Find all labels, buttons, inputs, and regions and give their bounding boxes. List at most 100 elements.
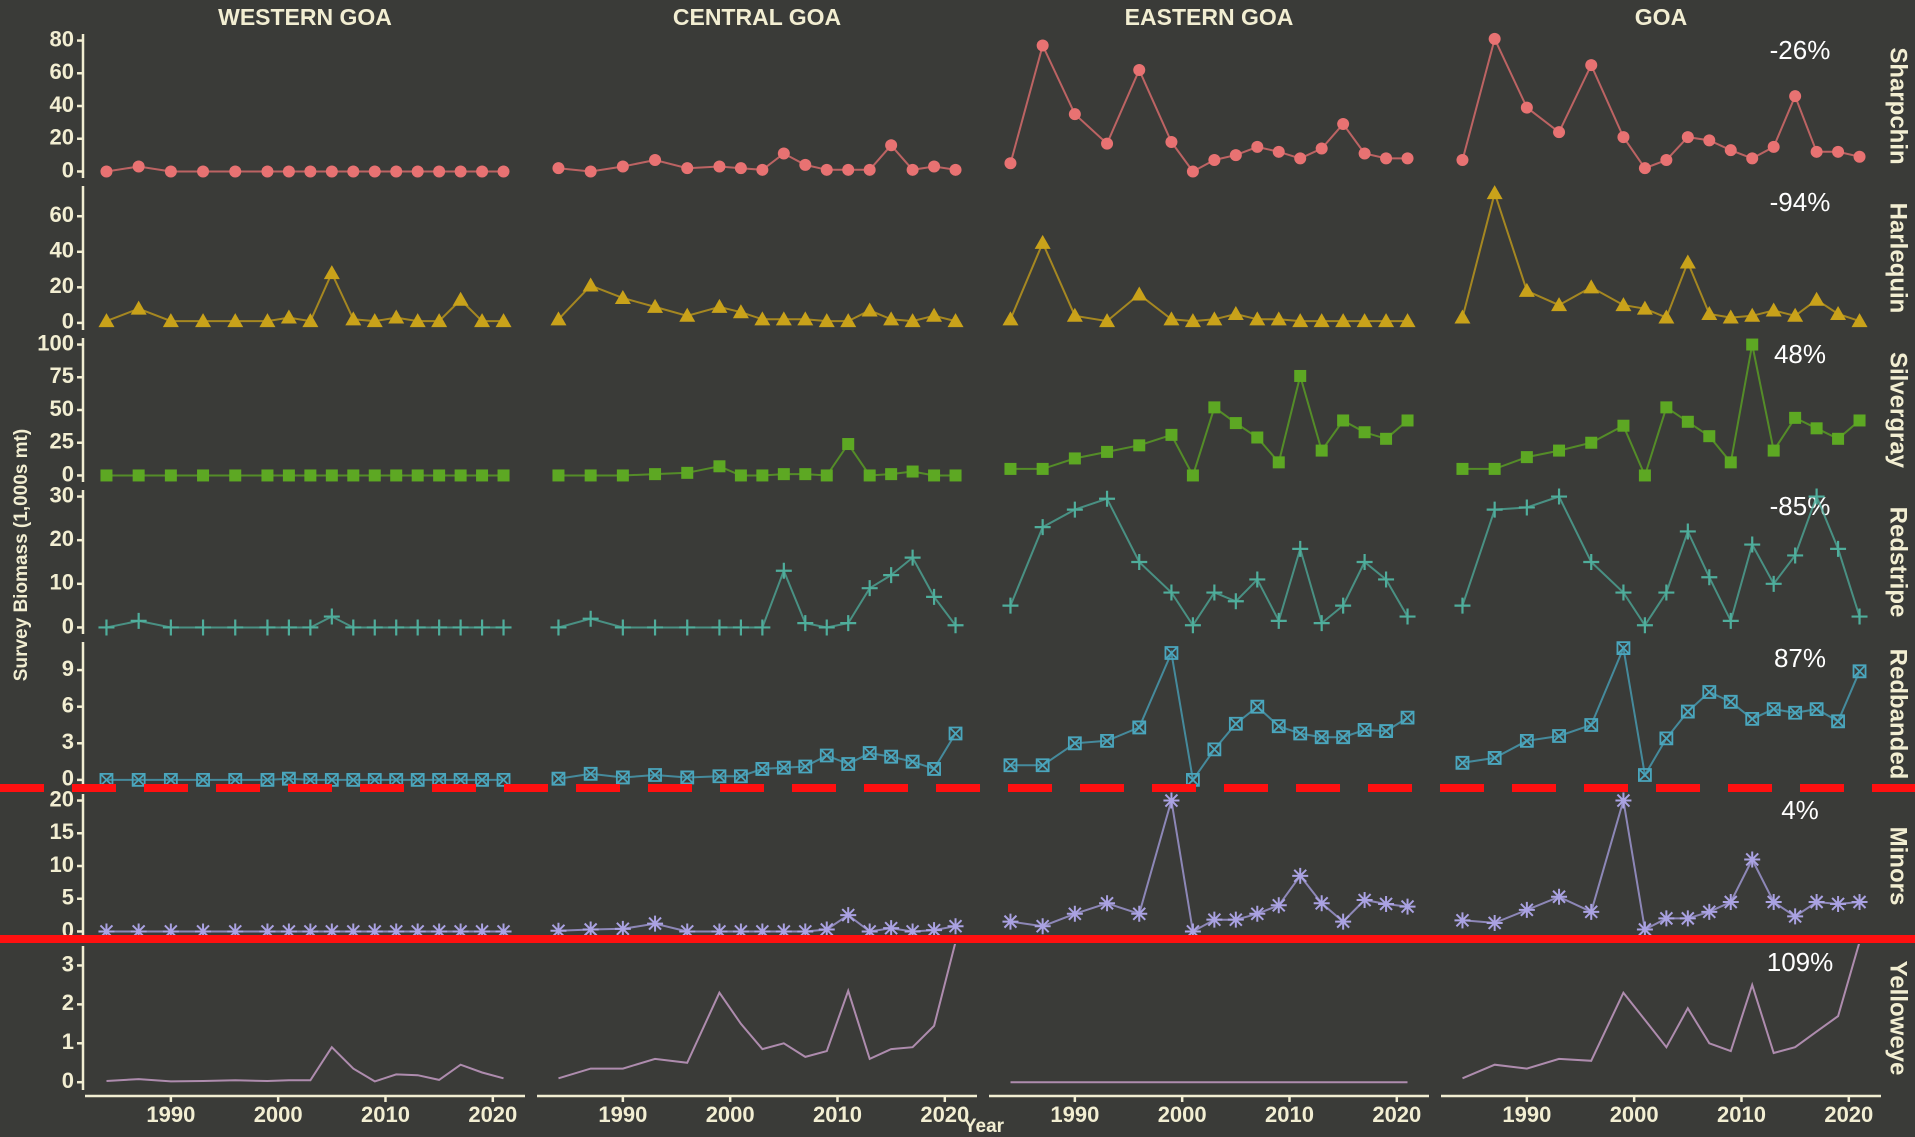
marker xyxy=(162,313,179,328)
marker xyxy=(1251,431,1264,444)
marker xyxy=(1133,439,1146,452)
marker xyxy=(98,313,115,328)
marker xyxy=(861,923,878,940)
x-tick-label: 1990 xyxy=(1502,1102,1551,1127)
marker xyxy=(1617,131,1630,144)
marker xyxy=(1659,731,1674,746)
marker xyxy=(926,922,943,939)
marker xyxy=(366,923,383,940)
marker xyxy=(883,920,900,937)
marker xyxy=(1270,612,1287,629)
marker xyxy=(1638,768,1652,782)
row-strip-label: Harlequin xyxy=(1885,203,1912,314)
marker xyxy=(1378,313,1395,328)
marker xyxy=(1002,311,1019,326)
y-tick-label: 0 xyxy=(62,157,74,182)
marker xyxy=(1380,432,1393,445)
marker xyxy=(1766,702,1781,717)
marker xyxy=(647,619,664,636)
marker xyxy=(1002,913,1019,930)
marker xyxy=(195,313,212,328)
marker xyxy=(1401,414,1414,427)
x-tick-label: 1990 xyxy=(146,1102,195,1127)
marker xyxy=(1227,306,1244,320)
marker xyxy=(1488,32,1501,45)
marker xyxy=(1679,523,1696,540)
marker xyxy=(345,619,362,636)
marker xyxy=(1765,575,1782,592)
marker xyxy=(1703,134,1716,147)
panel xyxy=(550,549,964,636)
column-title: GOA xyxy=(1635,4,1687,30)
marker xyxy=(1681,131,1694,144)
marker xyxy=(431,923,448,940)
marker xyxy=(776,760,791,775)
marker xyxy=(1787,547,1804,564)
marker xyxy=(1853,150,1866,163)
row-strip-label: Redbanded xyxy=(1885,649,1912,780)
marker xyxy=(1067,736,1082,751)
marker xyxy=(1454,309,1471,324)
marker xyxy=(1229,417,1242,430)
panel xyxy=(1002,234,1416,328)
y-tick-label: 3 xyxy=(62,951,74,976)
y-tick-label: 0 xyxy=(62,613,74,638)
marker xyxy=(196,772,210,787)
panel xyxy=(552,438,962,482)
marker xyxy=(1617,419,1630,432)
marker xyxy=(841,757,856,771)
marker xyxy=(229,165,242,178)
marker xyxy=(304,165,317,178)
marker xyxy=(648,768,662,782)
marker xyxy=(390,469,403,482)
marker xyxy=(820,163,833,176)
marker xyxy=(820,469,833,482)
marker xyxy=(1357,722,1372,737)
marker xyxy=(390,165,403,178)
marker xyxy=(1186,469,1199,482)
change-label: -94% xyxy=(1770,187,1831,217)
marker xyxy=(713,160,726,173)
marker xyxy=(863,469,876,482)
marker xyxy=(1337,414,1350,427)
marker xyxy=(797,311,814,326)
marker xyxy=(323,608,340,625)
marker xyxy=(1004,462,1017,475)
marker xyxy=(883,311,900,326)
marker xyxy=(1292,867,1309,884)
marker xyxy=(842,163,855,176)
marker xyxy=(1518,499,1535,516)
marker xyxy=(1335,597,1352,614)
marker xyxy=(1186,772,1200,787)
marker xyxy=(842,438,855,451)
marker xyxy=(132,469,145,482)
marker xyxy=(1788,705,1803,720)
marker xyxy=(1454,912,1471,929)
marker xyxy=(647,915,664,932)
marker xyxy=(280,619,297,636)
marker xyxy=(345,311,362,326)
panel xyxy=(1454,488,1868,634)
marker xyxy=(883,567,900,584)
marker xyxy=(100,469,113,482)
marker xyxy=(1249,311,1266,326)
marker xyxy=(583,766,598,781)
row-strip-label: Silvergray xyxy=(1885,352,1912,469)
marker xyxy=(1703,430,1716,443)
marker xyxy=(1003,758,1018,773)
x-tick-label: 2010 xyxy=(1717,1102,1766,1127)
marker xyxy=(582,277,599,292)
marker xyxy=(681,466,694,479)
marker xyxy=(411,469,424,482)
marker xyxy=(818,313,835,328)
marker xyxy=(1746,338,1759,351)
marker xyxy=(949,163,962,176)
marker xyxy=(497,165,510,178)
marker xyxy=(164,469,177,482)
panel xyxy=(1454,792,1868,938)
marker xyxy=(1553,444,1566,457)
marker xyxy=(1315,444,1328,457)
marker xyxy=(582,610,599,627)
marker xyxy=(1227,593,1244,610)
marker xyxy=(1004,157,1017,170)
